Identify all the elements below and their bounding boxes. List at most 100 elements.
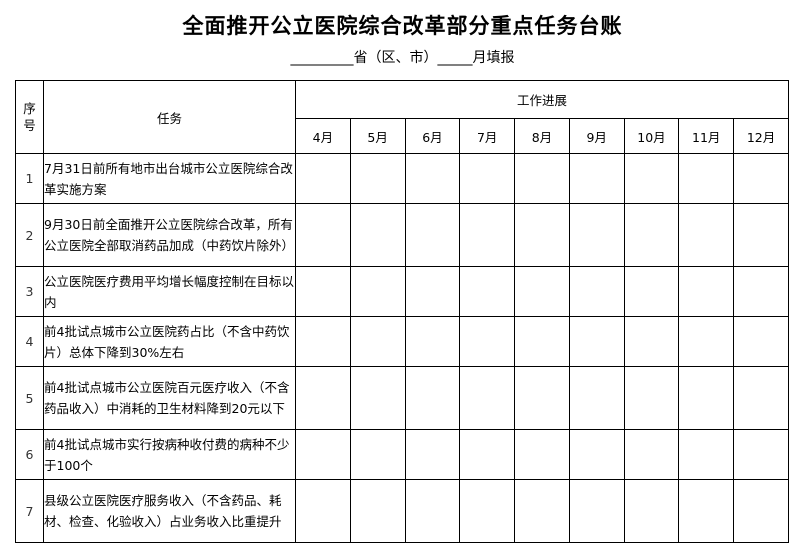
- row-task-text: 前4批试点城市公立医院百元医疗收入（不含药品收入）中消耗的卫生材料降到20元以下: [43, 366, 296, 430]
- progress-cell-row3-10月[interactable]: [623, 266, 680, 317]
- table-row: 2 9月30日前全面推开公立医院综合改革，所有公立医院全部取消药品加成（中药饮片除…: [15, 203, 789, 267]
- progress-cell-row4-6月[interactable]: [404, 316, 461, 367]
- column-header-seq-line2: 号: [23, 118, 36, 133]
- progress-cell-row3-9月[interactable]: [568, 266, 625, 317]
- progress-cell-row1-12月[interactable]: [733, 153, 789, 204]
- row-task-text: 公立医院医疗费用平均增长幅度控制在目标以内: [43, 266, 296, 317]
- progress-cell-row4-7月[interactable]: [459, 316, 516, 367]
- progress-cell-row7-11月[interactable]: [678, 479, 735, 543]
- progress-cell-row2-10月[interactable]: [623, 203, 680, 267]
- progress-cell-row5-8月[interactable]: [514, 366, 570, 430]
- page-title: 全面推开公立医院综合改革部分重点任务台账: [182, 13, 623, 38]
- progress-cell-row2-12月[interactable]: [733, 203, 789, 267]
- header-row-months: 4月 5月 6月 7月 8月 9月 10月 11月 12月: [16, 118, 789, 154]
- progress-cell-row5-7月[interactable]: [459, 366, 516, 430]
- row-seq-number: 2: [15, 203, 44, 267]
- column-header-month-4: 7月: [459, 118, 516, 154]
- progress-cell-row2-5月[interactable]: [349, 203, 406, 267]
- progress-cell-row6-12月[interactable]: [733, 429, 789, 480]
- header-row-top: 序 号 任务 工作进展: [15, 80, 789, 154]
- row-task-text: 前4批试点城市公立医院药占比（不含中药饮片）总体下降到30%左右: [43, 316, 296, 367]
- column-header-month-1: 4月: [295, 118, 351, 154]
- progress-cell-row4-11月[interactable]: [678, 316, 735, 367]
- progress-cell-row6-6月[interactable]: [404, 429, 461, 480]
- progress-cell-row4-9月[interactable]: [568, 316, 625, 367]
- table-row: 7 县级公立医院医疗服务收入（不含药品、耗材、检查、化验收入）占业务收入比重提升: [15, 479, 789, 543]
- progress-cell-row7-9月[interactable]: [568, 479, 625, 543]
- table-row: 3 公立医院医疗费用平均增长幅度控制在目标以内: [15, 266, 789, 317]
- progress-cell-row5-10月[interactable]: [623, 366, 680, 430]
- table-row: 4 前4批试点城市公立医院药占比（不含中药饮片）总体下降到30%左右: [15, 316, 789, 367]
- column-header-seq-line1: 序: [23, 101, 36, 116]
- progress-cell-row3-7月[interactable]: [459, 266, 516, 317]
- column-header-task: 任务: [43, 80, 296, 154]
- progress-cell-row7-5月[interactable]: [349, 479, 406, 543]
- progress-cell-row4-10月[interactable]: [623, 316, 680, 367]
- table-body: 1 7月31日前所有地市出台城市公立医院综合改革实施方案 2 9月30日前全面推开公立…: [15, 153, 789, 543]
- row-seq-number: 1: [15, 153, 44, 204]
- progress-cell-row2-4月[interactable]: [295, 203, 351, 267]
- progress-cell-row2-8月[interactable]: [514, 203, 570, 267]
- column-header-month-2: 5月: [349, 118, 406, 154]
- progress-cell-row2-9月[interactable]: [568, 203, 625, 267]
- progress-cell-row5-5月[interactable]: [349, 366, 406, 430]
- progress-cell-row3-6月[interactable]: [404, 266, 461, 317]
- table-row: 1 7月31日前所有地市出台城市公立医院综合改革实施方案: [15, 153, 789, 204]
- progress-cell-row7-8月[interactable]: [514, 479, 570, 543]
- column-header-seq: 序 号: [15, 80, 44, 154]
- table-row: 6 前4批试点城市实行按病种收付费的病种不少于100个: [15, 429, 789, 480]
- progress-cell-row4-5月[interactable]: [349, 316, 406, 367]
- column-header-month-8: 11月: [678, 118, 735, 154]
- progress-cell-row7-7月[interactable]: [459, 479, 516, 543]
- progress-cell-row4-4月[interactable]: [295, 316, 351, 367]
- progress-cell-row7-12月[interactable]: [733, 479, 789, 543]
- progress-cell-row5-9月[interactable]: [568, 366, 625, 430]
- progress-cell-row1-11月[interactable]: [678, 153, 735, 204]
- progress-cell-row1-8月[interactable]: [514, 153, 570, 204]
- progress-cell-row1-9月[interactable]: [568, 153, 625, 204]
- progress-cell-row5-6月[interactable]: [404, 366, 461, 430]
- progress-cell-row3-5月[interactable]: [349, 266, 406, 317]
- row-seq-number: 6: [15, 429, 44, 480]
- progress-cell-row1-6月[interactable]: [404, 153, 461, 204]
- progress-cell-row5-11月[interactable]: [678, 366, 735, 430]
- progress-cell-row3-12月[interactable]: [733, 266, 789, 317]
- progress-cell-row6-7月[interactable]: [459, 429, 516, 480]
- row-seq-number: 7: [15, 479, 44, 543]
- progress-cell-row7-10月[interactable]: [623, 479, 680, 543]
- progress-cell-row6-4月[interactable]: [295, 429, 351, 480]
- document-page: 全面推开公立医院综合改革部分重点任务台账 _________省（区、市）____…: [0, 12, 805, 543]
- progress-cell-row1-5月[interactable]: [349, 153, 406, 204]
- progress-cell-row4-12月[interactable]: [733, 316, 789, 367]
- progress-cell-row5-12月[interactable]: [733, 366, 789, 430]
- column-header-month-7: 10月: [623, 118, 680, 154]
- progress-cell-row3-4月[interactable]: [295, 266, 351, 317]
- progress-cell-row1-7月[interactable]: [459, 153, 516, 204]
- column-header-progress: 工作进展: [295, 80, 789, 119]
- progress-cell-row7-4月[interactable]: [295, 479, 351, 543]
- progress-cell-row1-10月[interactable]: [623, 153, 680, 204]
- progress-cell-row2-6月[interactable]: [404, 203, 461, 267]
- column-header-month-9: 12月: [733, 118, 789, 154]
- progress-cell-row2-7月[interactable]: [459, 203, 516, 267]
- progress-cell-row5-4月[interactable]: [295, 366, 351, 430]
- progress-cell-row6-10月[interactable]: [623, 429, 680, 480]
- progress-cell-row7-6月[interactable]: [404, 479, 461, 543]
- progress-cell-row1-4月[interactable]: [295, 153, 351, 204]
- progress-cell-row4-8月[interactable]: [514, 316, 570, 367]
- progress-cell-row3-11月[interactable]: [678, 266, 735, 317]
- row-task-text: 9月30日前全面推开公立医院综合改革，所有公立医院全部取消药品加成（中药饮片除外…: [43, 203, 296, 267]
- progress-cell-row6-9月[interactable]: [568, 429, 625, 480]
- progress-cell-row6-5月[interactable]: [349, 429, 406, 480]
- column-header-month-6: 9月: [568, 118, 625, 154]
- progress-cell-row2-11月[interactable]: [678, 203, 735, 267]
- row-seq-number: 3: [15, 266, 44, 317]
- row-seq-number: 5: [15, 366, 44, 430]
- row-seq-number: 4: [15, 316, 44, 367]
- page-subtitle: _________省（区、市）_____月填报: [290, 50, 515, 66]
- row-task-text: 7月31日前所有地市出台城市公立医院综合改革实施方案: [43, 153, 296, 204]
- progress-cell-row3-8月[interactable]: [514, 266, 570, 317]
- ledger-table: 序 号 任务 工作进展 4月 5月 6月 7月 8月 9月 10月 11月 12月 1 7月31日…: [15, 80, 789, 543]
- progress-cell-row6-11月[interactable]: [678, 429, 735, 480]
- progress-cell-row6-8月[interactable]: [514, 429, 570, 480]
